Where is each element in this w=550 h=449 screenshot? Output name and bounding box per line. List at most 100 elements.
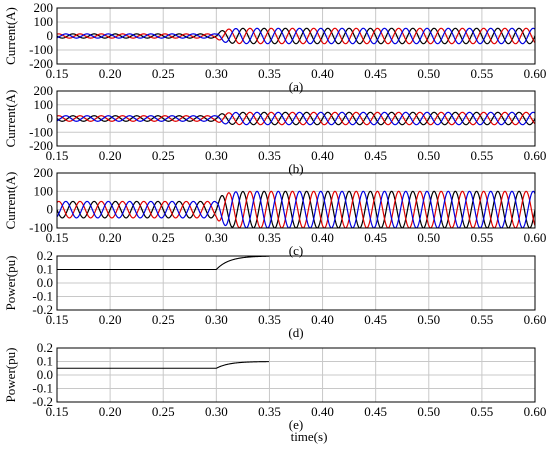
- series-line-0: [57, 256, 269, 271]
- y-tick-label: 0.2: [37, 248, 53, 263]
- traces: [57, 361, 269, 369]
- panel-a: 0.15 0.20 0.25 0.30 0.35 0.40 0.45 0.50 0.55 0.60…: [3, 0, 546, 94]
- x-tick-label: 0.55: [471, 404, 494, 419]
- y-tick-label: 0.2: [37, 340, 53, 355]
- x-tick-label: 0.40: [311, 148, 334, 163]
- y-tick-label: 100: [34, 183, 54, 198]
- x-tick-label: 0.15: [46, 66, 69, 81]
- y-tick-label: 200: [34, 0, 54, 15]
- y-axis-label: Current(A): [3, 172, 18, 230]
- y-tick-label: -0.2: [32, 394, 53, 409]
- x-tick-label: 0.30: [205, 404, 228, 419]
- x-tick-label: 0.40: [311, 404, 334, 419]
- y-tick-label: 0.1: [37, 354, 53, 369]
- x-tick-label: 0.15: [46, 312, 69, 327]
- x-tick-label: 0.50: [417, 312, 440, 327]
- x-tick-label: 0.30: [205, 312, 228, 327]
- panel-label: (b): [288, 161, 303, 176]
- series-line-0: [57, 111, 535, 126]
- x-tick-label: 0.35: [258, 66, 281, 81]
- x-tick-label: 0.25: [152, 230, 175, 245]
- x-tick-label: 0.40: [311, 312, 334, 327]
- series-line-0: [57, 190, 535, 228]
- series-line-2: [57, 190, 535, 228]
- y-tick-label: -0.1: [32, 289, 53, 304]
- traces: [57, 111, 535, 126]
- plot-frame: [56, 90, 536, 147]
- y-tick-label: 0: [47, 202, 54, 217]
- x-tick-label: 0.55: [471, 148, 494, 163]
- panel-b: 0.15 0.20 0.25 0.30 0.35 0.40 0.45 0.50 0.55 0.60…: [3, 83, 546, 176]
- y-axis-label: Power(pu): [3, 348, 18, 403]
- y-tick-label: 100: [34, 14, 54, 29]
- x-tick-label: 0.45: [364, 148, 387, 163]
- panel-label: (c): [289, 243, 303, 258]
- x-tick-label: 0.60: [524, 66, 547, 81]
- plot-frame: [56, 255, 536, 311]
- x-tick-label: 0.60: [524, 230, 547, 245]
- x-tick-label: 0.45: [364, 404, 387, 419]
- y-tick-label: 0: [47, 28, 54, 43]
- x-tick-label: 0.25: [152, 404, 175, 419]
- y-axis-label: Current(A): [3, 90, 18, 148]
- x-tick-label: 0.35: [258, 148, 281, 163]
- y-tick-label: -200: [29, 138, 53, 153]
- series-line-0: [57, 361, 269, 369]
- x-tick-label: 0.60: [524, 148, 547, 163]
- x-tick-label: 0.20: [99, 148, 122, 163]
- series-line-2: [57, 111, 535, 126]
- x-tick-label: 0.50: [417, 66, 440, 81]
- y-tick-label: -0.1: [32, 381, 53, 396]
- y-tick-label: 0.0: [37, 275, 53, 290]
- x-tick-label: 0.15: [46, 230, 69, 245]
- x-tick-label: 0.15: [46, 404, 69, 419]
- plot-frame: [56, 7, 536, 65]
- traces: [57, 190, 535, 228]
- x-tick-label: 0.25: [152, 148, 175, 163]
- x-tick-label: 0.40: [311, 66, 334, 81]
- x-tick-label: 0.55: [471, 230, 494, 245]
- panel-label: (d): [288, 325, 303, 340]
- x-tick-label: 0.20: [99, 66, 122, 81]
- y-tick-label: -100: [29, 220, 53, 235]
- panel-e: 0.15 0.20 0.25 0.30 0.35 0.40 0.45 0.50 0.55 0.60…: [3, 340, 546, 432]
- panel-label: (e): [289, 417, 303, 432]
- y-tick-label: -200: [29, 56, 53, 71]
- x-tick-label: 0.50: [417, 148, 440, 163]
- traces: [57, 256, 269, 271]
- y-tick-label: 200: [34, 165, 54, 180]
- x-tick-label: 0.60: [524, 404, 547, 419]
- plot-frame: [56, 347, 536, 403]
- y-tick-label: 0.1: [37, 262, 53, 277]
- series-line-0: [57, 27, 535, 45]
- panel-label: (a): [289, 79, 303, 94]
- x-tick-label: 0.20: [99, 230, 122, 245]
- y-tick-label: 200: [34, 83, 54, 98]
- x-tick-label: 0.45: [364, 66, 387, 81]
- y-tick-label: 0: [47, 111, 54, 126]
- traces: [57, 27, 535, 45]
- x-tick-label: 0.25: [152, 66, 175, 81]
- x-tick-label: 0.15: [46, 148, 69, 163]
- y-tick-label: -100: [29, 124, 53, 139]
- panel-d: 0.15 0.20 0.25 0.30 0.35 0.40 0.45 0.50 0.55 0.60…: [3, 248, 546, 340]
- x-tick-label: 0.55: [471, 312, 494, 327]
- y-axis-label: Current(A): [3, 7, 18, 65]
- plot-frame: [56, 172, 536, 229]
- series-line-2: [57, 27, 535, 45]
- x-axis-label: time(s): [291, 429, 328, 444]
- x-tick-label: 0.50: [417, 404, 440, 419]
- x-tick-label: 0.55: [471, 66, 494, 81]
- panels: 0.15 0.20 0.25 0.30 0.35 0.40 0.45 0.50 0.55 0.60…: [3, 0, 546, 432]
- panel-c: 0.15 0.20 0.25 0.30 0.35 0.40 0.45 0.50 0.55 0.60…: [3, 165, 546, 258]
- x-tick-label: 0.30: [205, 148, 228, 163]
- x-tick-label: 0.40: [311, 230, 334, 245]
- y-tick-label: -0.2: [32, 302, 53, 317]
- y-axis-label: Power(pu): [3, 256, 18, 311]
- x-tick-label: 0.35: [258, 230, 281, 245]
- x-tick-label: 0.30: [205, 230, 228, 245]
- x-tick-label: 0.50: [417, 230, 440, 245]
- x-tick-label: 0.20: [99, 312, 122, 327]
- x-tick-label: 0.35: [258, 404, 281, 419]
